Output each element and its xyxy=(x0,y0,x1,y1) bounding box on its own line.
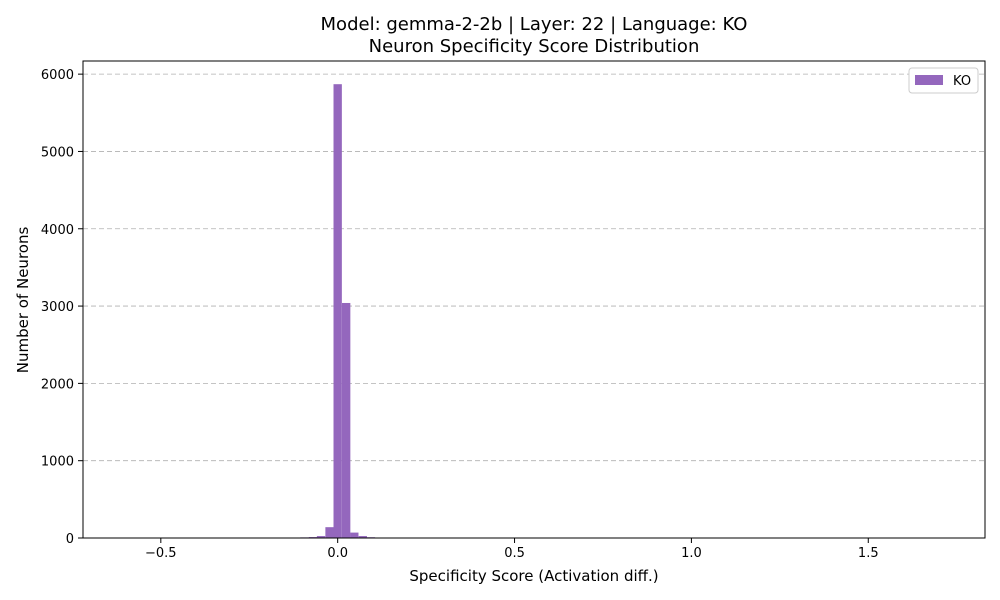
y-tick-label: 2000 xyxy=(41,377,74,392)
x-axis-label: Specificity Score (Activation diff.) xyxy=(409,567,658,585)
chart-subtitle: Neuron Specificity Score Distribution xyxy=(369,36,700,57)
y-tick-label: 3000 xyxy=(41,300,74,315)
x-tick-label: 0.0 xyxy=(327,546,348,561)
y-axis-label: Number of Neurons xyxy=(14,227,32,374)
y-tick-label: 5000 xyxy=(41,145,74,160)
histogram-bar xyxy=(341,302,351,538)
y-tick-label: 4000 xyxy=(41,223,74,238)
plot-area-frame xyxy=(82,60,986,539)
y-tick-label: 1000 xyxy=(41,455,74,470)
legend-swatch xyxy=(915,75,943,85)
histogram-bar xyxy=(333,84,342,538)
legend-box xyxy=(908,67,979,94)
histogram-bars xyxy=(283,84,413,539)
gridlines xyxy=(83,73,985,462)
histogram-bar xyxy=(325,527,334,538)
y-tick-label: 6000 xyxy=(41,68,74,83)
legend: KO xyxy=(908,67,979,94)
y-axis-ticks: 0 1000 2000 3000 4000 5000 6000 xyxy=(41,68,83,547)
x-tick-label: 1.0 xyxy=(681,546,702,561)
histogram-bar xyxy=(358,536,367,538)
x-axis-ticks: −0.5 0.0 0.5 1.0 1.5 xyxy=(145,538,879,561)
y-tick-label: 0 xyxy=(66,532,74,547)
chart-title: Model: gemma-2-2b | Layer: 22 | Language… xyxy=(321,14,748,35)
histogram-bar xyxy=(316,536,326,538)
histogram-bar xyxy=(350,532,359,538)
x-tick-label: 0.5 xyxy=(504,546,525,561)
legend-label-ko: KO xyxy=(953,74,971,89)
x-tick-label: −0.5 xyxy=(145,546,177,561)
x-tick-label: 1.5 xyxy=(858,546,879,561)
